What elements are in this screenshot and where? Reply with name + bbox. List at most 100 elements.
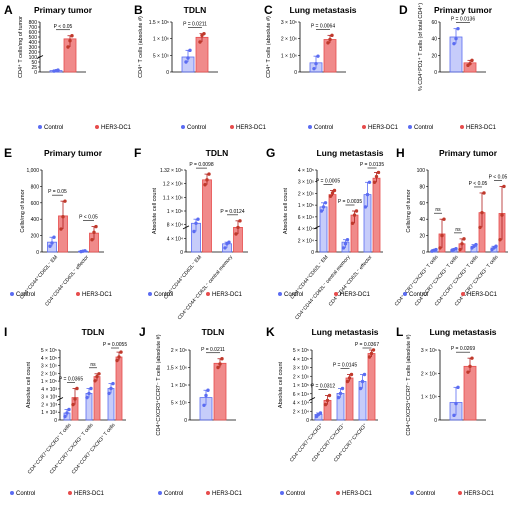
data-point: [458, 247, 462, 252]
legend-marker-control: [408, 125, 412, 129]
data-point: [188, 48, 192, 53]
legend-label-control: Control: [44, 125, 63, 131]
y-tick-label: 4 × 10⁴: [293, 401, 309, 407]
legend-label-her3: HER3-DC1: [236, 125, 267, 131]
y-tick-label: 1 × 10⁵: [293, 383, 309, 389]
panel-letter: C: [264, 3, 273, 17]
legend-label-her3: HER3-DC1: [467, 292, 498, 298]
y-axis-label: % CD4⁺PD1⁺ T cells (of total CD4⁺): [417, 3, 424, 91]
data-point: [109, 386, 113, 391]
panel-A: A Primary tumor 02550100200300400500600700…: [4, 3, 132, 131]
panel-D: D Primary tumor 0 20 40 60 % CD4⁺PD1⁺ T cells …: [399, 3, 497, 131]
data-point: [454, 401, 458, 406]
data-point: [61, 215, 65, 219]
data-point: [374, 174, 379, 179]
data-point: [360, 379, 365, 384]
panel-letter: A: [4, 3, 13, 17]
comparison-label: P = 0.0312: [311, 384, 335, 390]
y-axis-label: CD4⁺CXCR3⁺CCR7⁻ T cells (absolute #): [405, 334, 412, 435]
y-tick-label: 200: [29, 50, 38, 56]
legend-label-her3: HER3-DC1: [340, 292, 371, 298]
bar-her3: [372, 177, 381, 253]
data-point: [349, 372, 354, 377]
y-tick-label: 600: [31, 201, 40, 207]
data-point: [328, 194, 333, 198]
data-point: [363, 205, 368, 209]
data-point: [468, 61, 472, 66]
y-tick-label: 5 × 10⁵: [153, 53, 169, 59]
y-tick-label: 1 × 10⁶: [153, 37, 169, 43]
x-category-label: CD4⁺CCR7⁺CXCR3⁺ T cells: [27, 422, 73, 475]
data-point: [73, 397, 77, 401]
data-point: [218, 362, 222, 366]
axis-break-mark: [308, 397, 316, 401]
data-point: [68, 39, 72, 43]
comparison-label: P = 0.0098: [189, 162, 213, 168]
y-tick-label: 1.5 × 10⁶: [149, 20, 169, 26]
y-tick-label: 0: [422, 250, 425, 256]
y-tick-label: 2 × 10⁶: [281, 37, 297, 43]
bar-her3: [323, 39, 337, 73]
panel-letter: I: [4, 325, 7, 339]
legend-label-her3: HER3-DC1: [212, 292, 243, 298]
legend-marker-her3: [230, 125, 234, 129]
y-tick-label: 5 × 10⁵: [293, 348, 309, 354]
data-point: [454, 247, 458, 251]
data-point: [470, 356, 474, 360]
y-tick-label: 1.1 × 10⁶: [163, 195, 183, 201]
y-tick-label: 60: [419, 201, 425, 207]
y-tick-label: 4 × 10⁵: [41, 356, 57, 362]
data-point: [184, 60, 188, 64]
data-point: [202, 403, 206, 407]
data-point: [482, 191, 486, 195]
data-point: [85, 395, 89, 400]
legend-marker-control: [10, 292, 14, 296]
data-point: [192, 229, 196, 234]
bar-her3: [93, 376, 101, 421]
data-point: [330, 33, 334, 38]
data-point: [365, 192, 370, 197]
comparison-label: P = 0.0055: [103, 342, 127, 348]
panel-letter: G: [266, 146, 275, 160]
x-category-label: CD4⁺CD44⁻CD62L⁻ central memory: [177, 254, 235, 321]
panel-title: Primary tumor: [44, 148, 103, 158]
data-point: [354, 209, 359, 213]
data-point: [323, 402, 328, 407]
data-point: [330, 191, 335, 195]
data-point: [111, 381, 115, 386]
data-point: [438, 246, 442, 250]
axis-break-mark: [313, 225, 321, 230]
legend-label-control: Control: [409, 292, 428, 298]
panel-letter: J: [139, 325, 146, 339]
legend-label-control: Control: [16, 292, 35, 298]
y-tick-label: 2 × 10⁵: [293, 374, 309, 380]
comparison-label: P = 0.0124: [220, 209, 244, 215]
legend-label-control: Control: [164, 491, 183, 497]
data-point: [119, 350, 123, 354]
y-axis-label: Absolute cell count: [283, 187, 289, 234]
legend-label-her3: HER3-DC1: [342, 491, 373, 497]
y-axis-label: Cells/mg of tumor: [406, 189, 412, 232]
comparison-label: P < 0.05: [54, 24, 73, 30]
data-point: [341, 246, 346, 250]
legend-marker-her3: [461, 292, 465, 296]
comparison-label: ns: [435, 207, 441, 213]
data-point: [367, 180, 372, 184]
y-tick-label: 0: [36, 250, 39, 256]
y-tick-label: 50: [31, 60, 37, 66]
data-point: [316, 54, 320, 58]
panel-C: C Lung metastasis 0 1 × 10⁶ 2 × 10⁶ 3 × 10⁶ CD…: [264, 3, 399, 131]
bar-her3: [367, 353, 376, 421]
data-point: [434, 247, 438, 252]
data-point: [347, 376, 352, 380]
legend-marker-her3: [206, 491, 210, 495]
legend-label-control: Control: [416, 491, 435, 497]
panel-B: B TDLN 0 5 × 10⁵ 1 × 10⁶ 1.5 × 10⁶ CD4⁺ T cell…: [134, 3, 267, 131]
legend-label-her3: HER3-DC1: [464, 491, 495, 497]
y-tick-label: 3 × 10⁶: [281, 20, 297, 26]
data-point: [468, 364, 472, 369]
y-tick-label: 5 × 10⁵: [41, 348, 57, 354]
data-point: [452, 41, 456, 46]
comparison-label: P = 0.0136: [451, 17, 475, 23]
